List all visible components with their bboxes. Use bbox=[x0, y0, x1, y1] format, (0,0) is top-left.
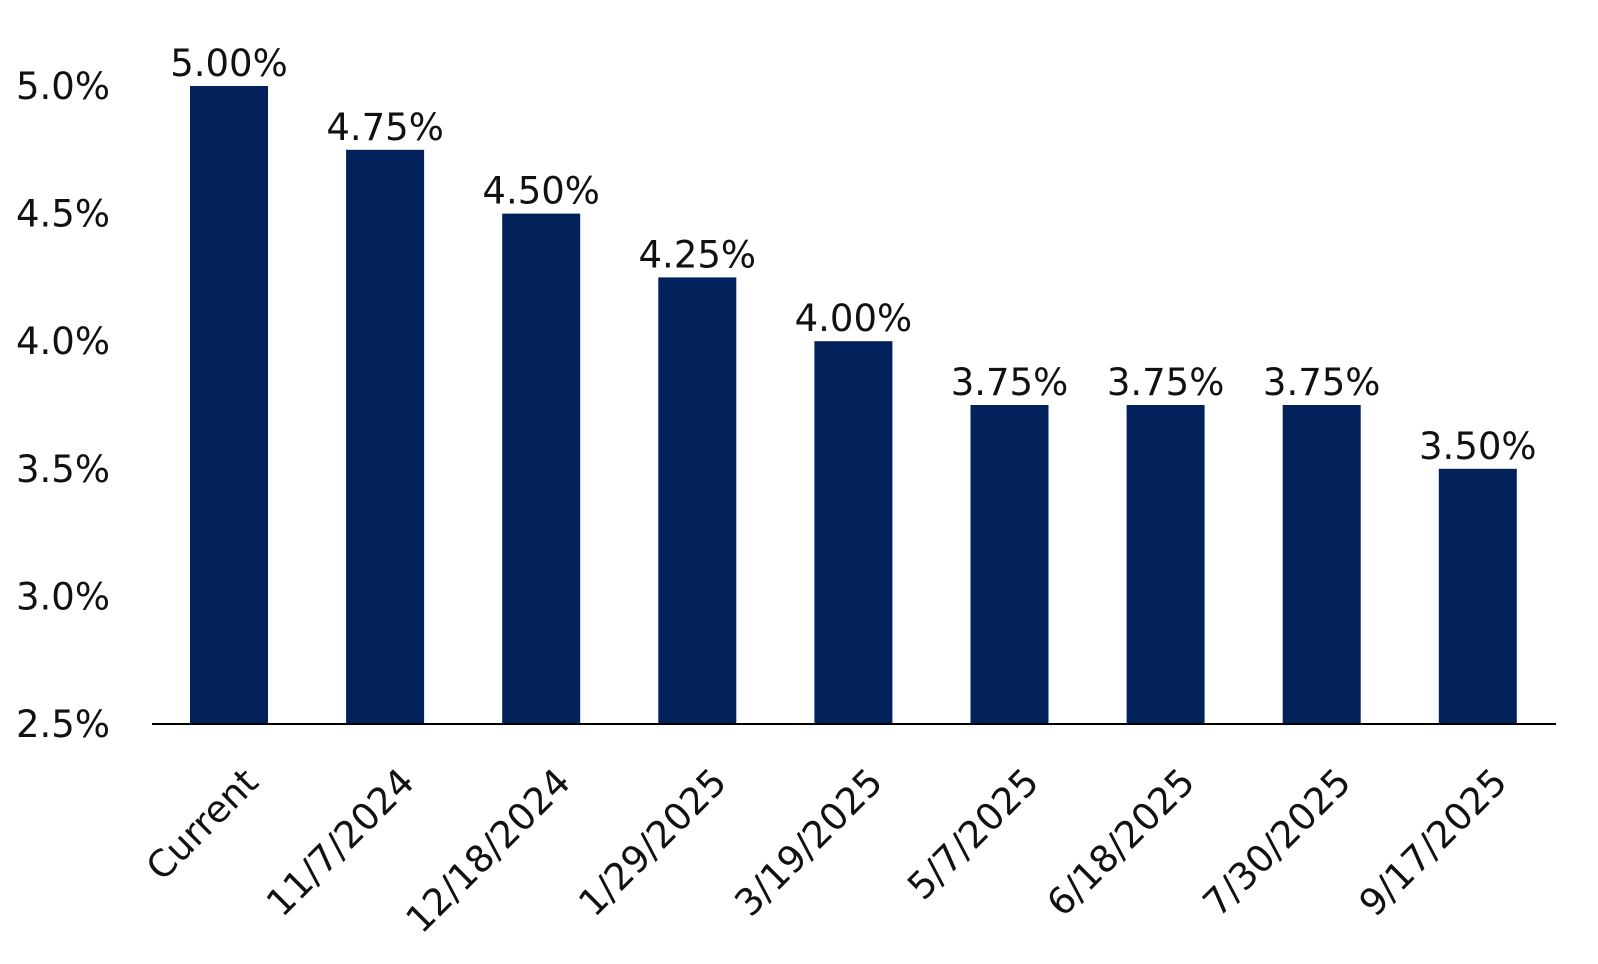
x-category-label: 12/18/2024 bbox=[398, 760, 579, 941]
x-category-label: 11/7/2024 bbox=[258, 760, 423, 925]
bar bbox=[1282, 405, 1361, 724]
y-tick-label: 5.0% bbox=[16, 65, 110, 108]
bar bbox=[970, 405, 1049, 724]
bar bbox=[190, 86, 268, 724]
y-axis-ticks: 2.5% 3.0% 3.5% 4.0% 4.5% 5.0% bbox=[16, 65, 110, 746]
bar bbox=[1126, 405, 1205, 724]
bar-data-label: 4.00% bbox=[795, 297, 913, 340]
bar bbox=[346, 149, 425, 725]
bar-data-label: 3.75% bbox=[951, 361, 1069, 404]
y-tick-label: 4.0% bbox=[16, 320, 110, 363]
y-tick-label: 3.5% bbox=[16, 448, 110, 491]
bar bbox=[1438, 468, 1517, 724]
x-category-label: 1/29/2025 bbox=[570, 760, 735, 925]
bars-group bbox=[190, 86, 1517, 725]
data-labels-group: 5.00% 4.75% 4.50% 4.25% 4.00% 3.75% 3.75% 3.75%… bbox=[170, 42, 1536, 468]
bar-data-label: 5.00% bbox=[170, 42, 288, 85]
x-category-label: 9/17/2025 bbox=[1351, 760, 1516, 925]
bar-data-label: 3.75% bbox=[1107, 361, 1225, 404]
x-category-label: Current bbox=[138, 760, 267, 889]
bar bbox=[658, 277, 737, 724]
bar-data-label: 3.50% bbox=[1419, 425, 1537, 468]
bar bbox=[502, 213, 581, 724]
bar-data-label: 4.25% bbox=[639, 233, 757, 276]
bar-data-label: 4.50% bbox=[482, 170, 600, 213]
x-category-label: 6/18/2025 bbox=[1039, 760, 1204, 925]
x-category-label: 5/7/2025 bbox=[899, 760, 1047, 908]
bar-data-label: 4.75% bbox=[326, 106, 444, 149]
y-tick-label: 3.0% bbox=[16, 575, 110, 618]
y-tick-label: 2.5% bbox=[16, 703, 110, 746]
bar bbox=[814, 341, 893, 724]
bar-data-label: 3.75% bbox=[1263, 361, 1381, 404]
x-axis-category-labels: Current11/7/202412/18/20241/29/20253/19/… bbox=[138, 760, 1515, 941]
x-category-label: 7/30/2025 bbox=[1195, 760, 1360, 925]
y-tick-label: 4.5% bbox=[16, 193, 110, 236]
x-category-label: 3/19/2025 bbox=[726, 760, 891, 925]
